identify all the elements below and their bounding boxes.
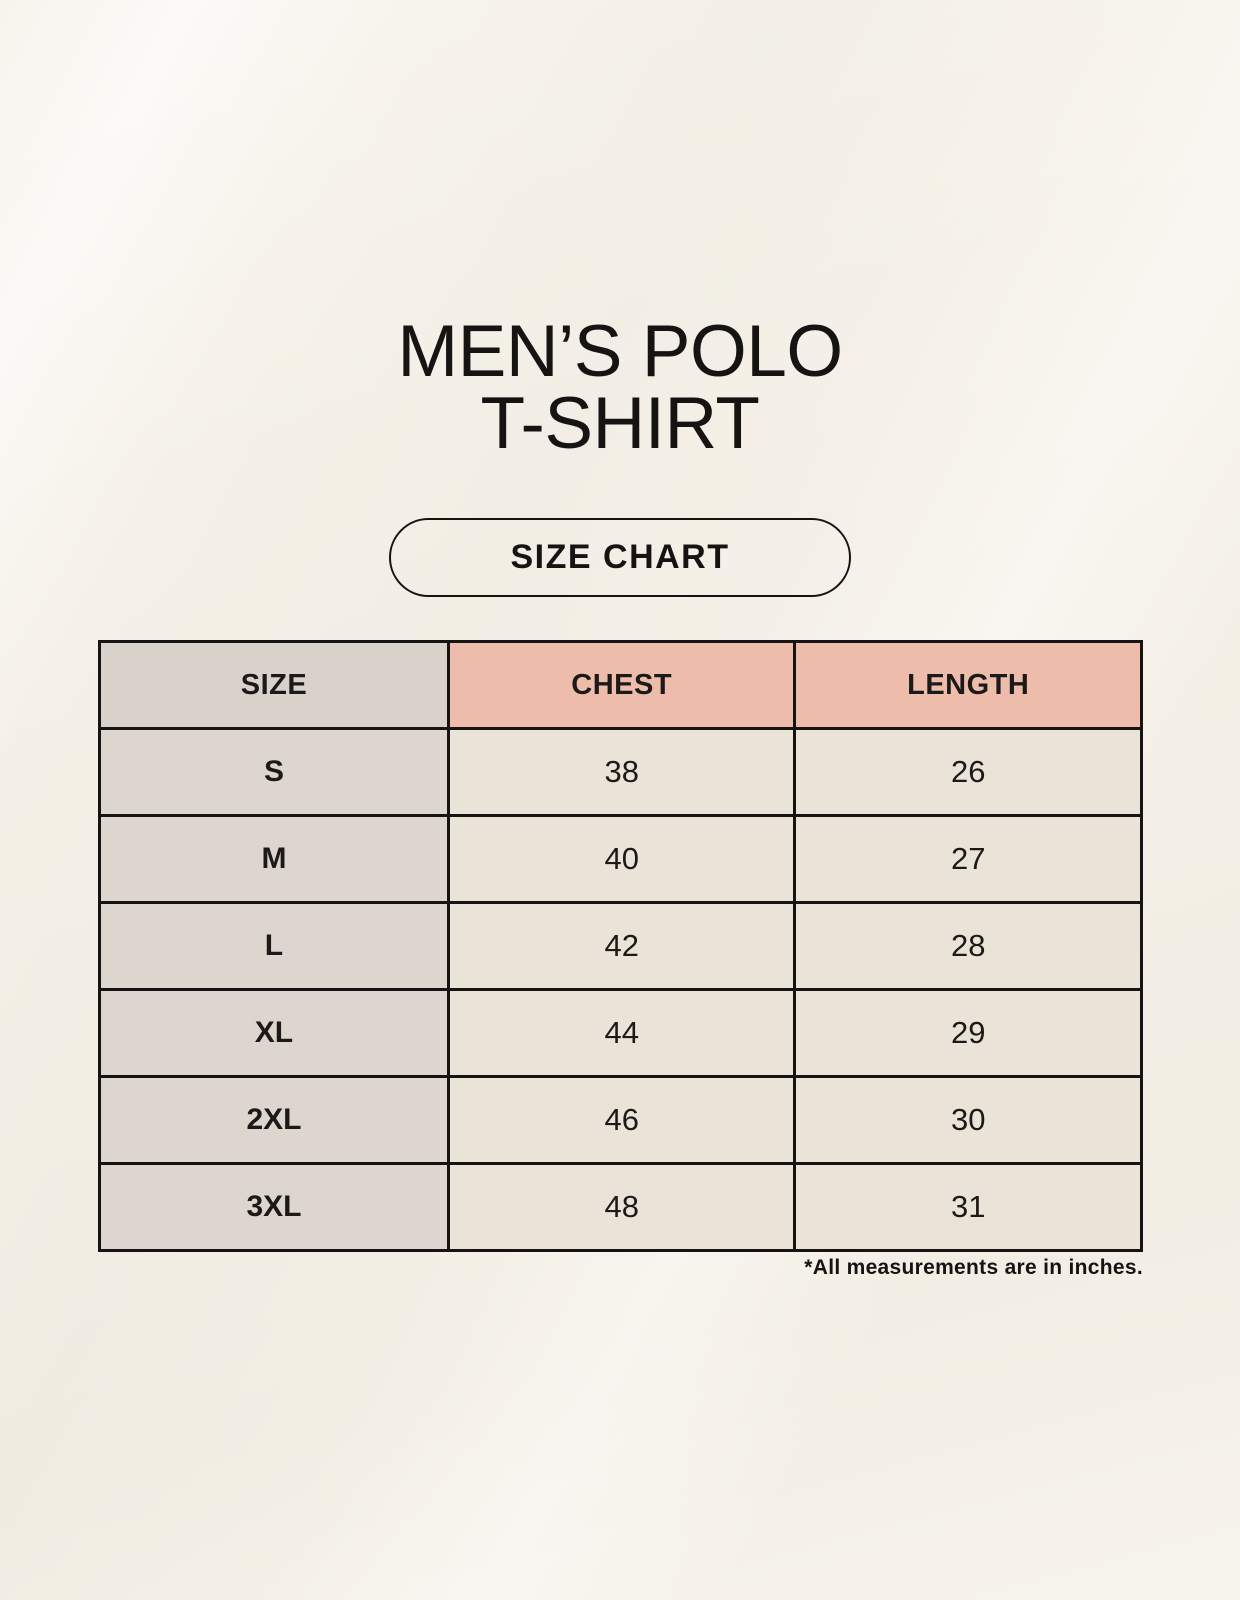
table-row-s: S 38 26 bbox=[98, 727, 1143, 817]
length-value: 30 bbox=[793, 1075, 1143, 1165]
column-header-length: LENGTH bbox=[793, 640, 1143, 730]
size-label: XL bbox=[98, 988, 450, 1078]
chest-value: 38 bbox=[446, 727, 797, 817]
measurements-footnote: *All measurements are in inches. bbox=[804, 1256, 1143, 1279]
table-row-xl: XL 44 29 bbox=[98, 988, 1143, 1078]
table-row-2xl: 2XL 46 30 bbox=[98, 1075, 1143, 1165]
table-row-3xl: 3XL 48 31 bbox=[98, 1162, 1143, 1252]
size-table-body: S 38 26 M 40 27 L 42 28 XL 44 29 2XL 46 bbox=[98, 727, 1143, 1252]
table-header-row: SIZE CHEST LENGTH bbox=[98, 640, 1143, 730]
chest-value: 44 bbox=[446, 988, 797, 1078]
size-chart-badge-label: SIZE CHART bbox=[510, 538, 730, 576]
page-title-line-1: MEN’S POLO bbox=[397, 311, 843, 392]
chest-value: 40 bbox=[446, 814, 797, 904]
table-row-l: L 42 28 bbox=[98, 901, 1143, 991]
length-value: 26 bbox=[793, 727, 1143, 817]
length-value: 31 bbox=[793, 1162, 1143, 1252]
column-header-size: SIZE bbox=[98, 640, 450, 730]
size-table-head: SIZE CHEST LENGTH bbox=[98, 640, 1143, 730]
page-title: MEN’S POLO T-SHIRT bbox=[0, 311, 1240, 464]
length-value: 28 bbox=[793, 901, 1143, 991]
size-label: 2XL bbox=[98, 1075, 450, 1165]
length-value: 27 bbox=[793, 814, 1143, 904]
chest-value: 42 bbox=[446, 901, 797, 991]
size-label: M bbox=[98, 814, 450, 904]
size-table: SIZE CHEST LENGTH S 38 26 M 40 27 L 42 2… bbox=[98, 640, 1143, 1252]
size-label: 3XL bbox=[98, 1162, 450, 1252]
size-chart-badge[interactable]: SIZE CHART bbox=[389, 518, 851, 597]
chest-value: 46 bbox=[446, 1075, 797, 1165]
length-value: 29 bbox=[793, 988, 1143, 1078]
chest-value: 48 bbox=[446, 1162, 797, 1252]
table-row-m: M 40 27 bbox=[98, 814, 1143, 904]
size-label: S bbox=[98, 727, 450, 817]
page-title-line-2: T-SHIRT bbox=[480, 383, 760, 464]
size-label: L bbox=[98, 901, 450, 991]
column-header-chest: CHEST bbox=[446, 640, 797, 730]
